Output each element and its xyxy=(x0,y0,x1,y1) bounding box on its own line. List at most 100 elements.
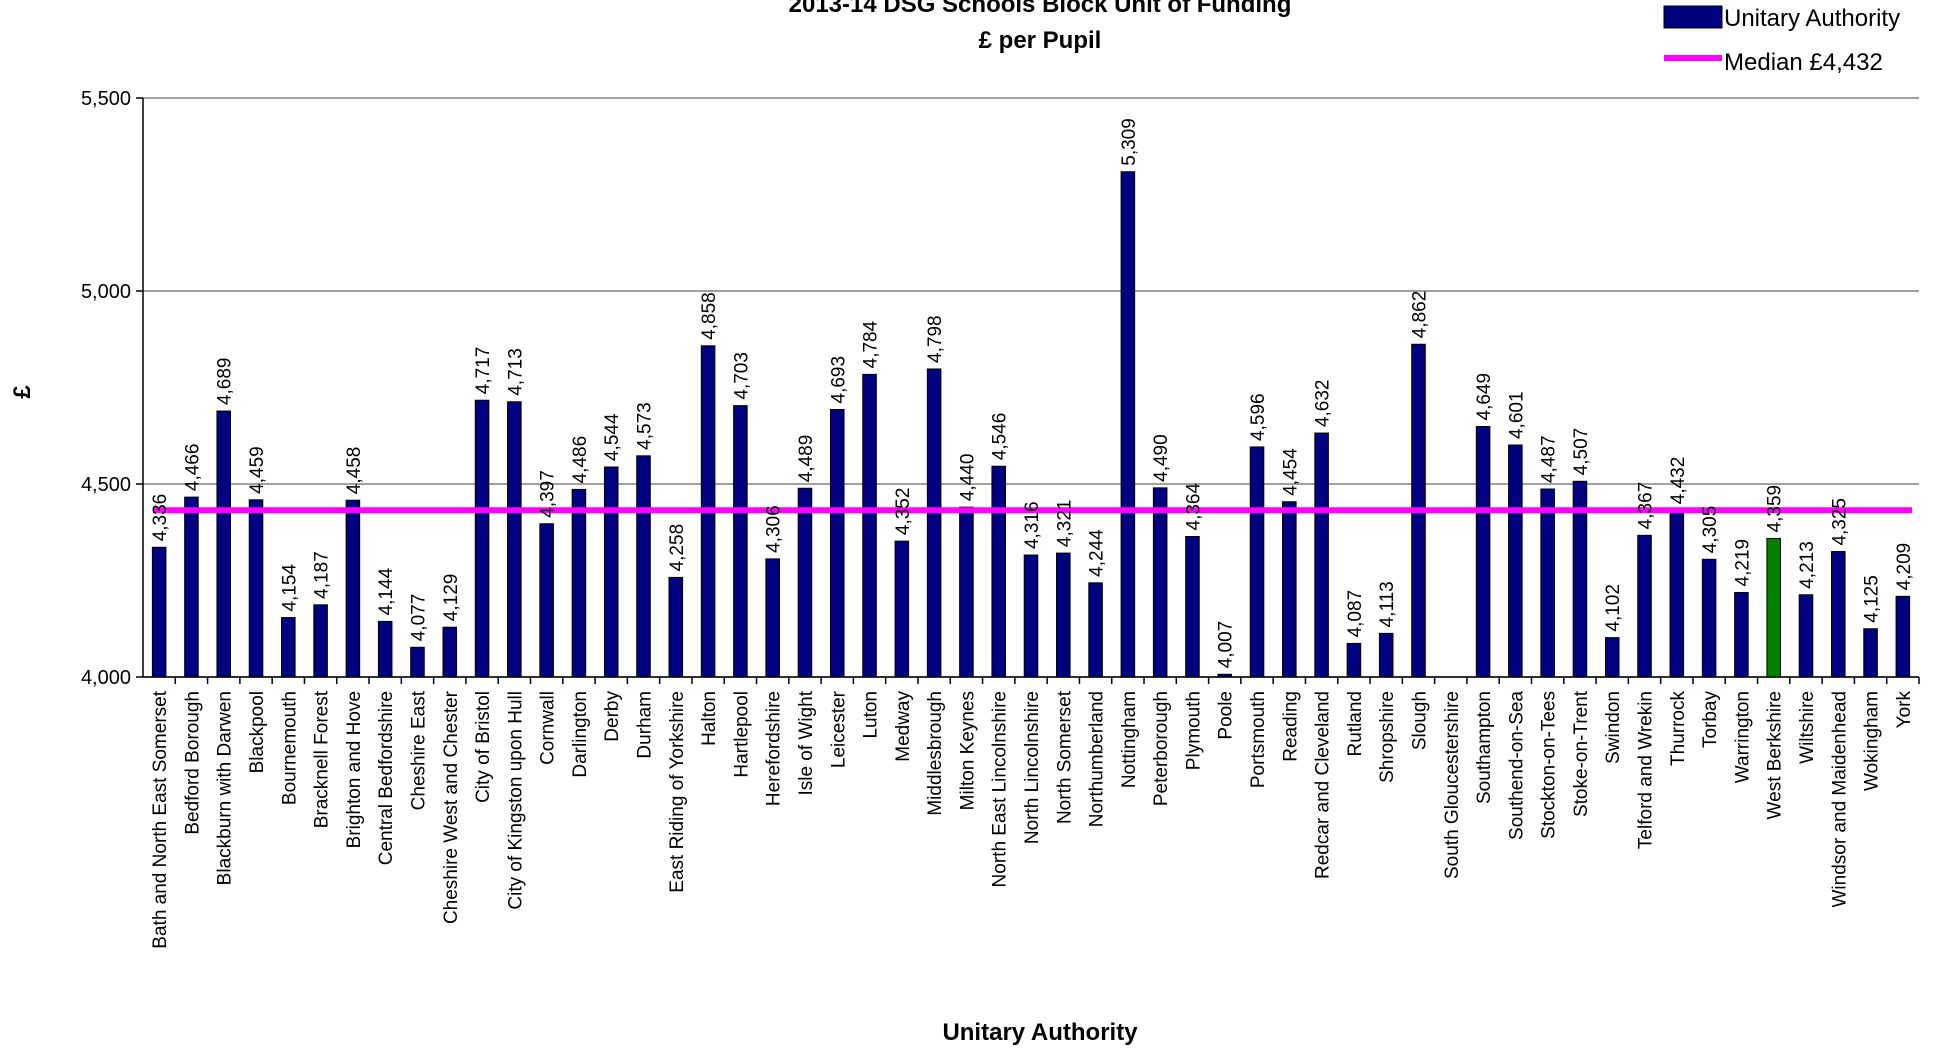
data-label: 4,359 xyxy=(1765,485,1786,533)
x-tick-label: Swindon xyxy=(1603,691,1624,764)
bar xyxy=(894,540,910,678)
data-label: 4,466 xyxy=(182,444,203,492)
data-label: 4,689 xyxy=(215,357,236,405)
x-tick-label: Stockton-on-Tees xyxy=(1539,691,1560,839)
data-label: 4,219 xyxy=(1732,539,1753,587)
bar xyxy=(1508,444,1523,678)
data-label: 4,440 xyxy=(957,454,978,502)
x-tick-label: Halton xyxy=(699,691,720,746)
bar xyxy=(1637,534,1652,678)
data-label: 4,713 xyxy=(505,348,526,396)
bar xyxy=(1088,582,1103,678)
data-label: 4,144 xyxy=(376,567,397,615)
x-tick-label: Torbay xyxy=(1700,691,1721,749)
bar xyxy=(1863,628,1878,678)
bar xyxy=(1249,446,1265,678)
x-tick-label: North East Lincolnshire xyxy=(990,691,1011,887)
x-tick-label: East Riding of Yorkshire xyxy=(667,691,688,893)
bar xyxy=(345,499,361,678)
data-label: 4,546 xyxy=(990,413,1011,461)
x-tick-label: Slough xyxy=(1409,691,1430,750)
data-label: 4,862 xyxy=(1409,291,1430,339)
bar xyxy=(603,466,619,678)
x-tick-label: Portsmouth xyxy=(1248,691,1269,788)
x-tick-label: Middlesbrough xyxy=(925,691,946,816)
data-label: 4,325 xyxy=(1829,498,1850,546)
bar xyxy=(1734,591,1749,678)
bar xyxy=(571,488,587,678)
x-tick-label: City of Bristol xyxy=(473,691,494,803)
data-label: 4,187 xyxy=(312,551,333,599)
bar xyxy=(1798,594,1814,678)
bar xyxy=(959,506,974,678)
bar xyxy=(991,465,1006,678)
data-label: 4,077 xyxy=(408,594,429,642)
data-label: 4,244 xyxy=(1087,529,1108,577)
data-label: 4,209 xyxy=(1894,543,1915,591)
x-tick-label: Nottingham xyxy=(1119,691,1140,788)
x-tick-label: Central Bedfordshire xyxy=(376,691,397,865)
x-tick-label: York xyxy=(1894,691,1915,729)
legend-swatch-unitary-authority xyxy=(1663,5,1723,29)
value-labels: 4,336 4,466 4,689 4,459 4,154 4,187 4,458 4,144… xyxy=(150,118,1915,668)
data-label: 4,258 xyxy=(667,524,688,572)
x-tick-label: Darlington xyxy=(570,691,591,778)
bar xyxy=(1378,632,1394,678)
x-tick-label: Milton Keynes xyxy=(957,691,978,810)
data-label: 4,305 xyxy=(1700,506,1721,554)
data-label: 4,432 xyxy=(1668,457,1689,505)
bar xyxy=(1120,171,1136,678)
bar xyxy=(862,373,877,678)
y-tick-labels: 4,000 4,500 5,000 5,500 xyxy=(81,88,131,689)
bar xyxy=(313,604,328,678)
x-tick-label: Reading xyxy=(1280,691,1301,762)
x-tick-label: South Gloucestershire xyxy=(1442,691,1463,879)
x-tick-label: Poole xyxy=(1216,691,1237,740)
bar xyxy=(184,496,199,678)
x-tick-label: Wokingham xyxy=(1862,691,1883,791)
bar xyxy=(1152,487,1168,678)
bar xyxy=(765,558,780,678)
x-tick-label: Wiltshire xyxy=(1797,691,1818,764)
data-label: 4,213 xyxy=(1797,541,1818,589)
x-tick-label: Stoke-on-Trent xyxy=(1571,690,1592,817)
bar xyxy=(1346,642,1362,678)
data-label: 4,007 xyxy=(1216,621,1237,669)
data-label: 4,632 xyxy=(1313,380,1334,428)
bar xyxy=(1056,552,1071,678)
data-label: 4,367 xyxy=(1636,482,1657,530)
bar xyxy=(1540,488,1555,678)
bar xyxy=(1604,637,1620,678)
data-label: 5,309 xyxy=(1119,118,1140,166)
bar xyxy=(1669,509,1685,678)
x-tick-label: Redcar and Cleveland xyxy=(1313,691,1334,879)
data-label: 4,087 xyxy=(1345,590,1366,638)
bar xyxy=(1282,501,1297,678)
data-label: 4,798 xyxy=(925,315,946,363)
bar xyxy=(442,626,458,678)
data-label: 4,113 xyxy=(1377,581,1398,627)
bar xyxy=(539,523,554,678)
y-tick-label: 4,000 xyxy=(81,667,131,689)
bar xyxy=(1185,535,1200,678)
bar xyxy=(474,399,490,678)
data-label: 4,454 xyxy=(1280,448,1301,496)
bar xyxy=(1023,554,1039,678)
data-label: 4,703 xyxy=(731,352,752,400)
x-tick-label: City of Kingston upon Hull xyxy=(505,691,526,910)
x-tick-label: Cheshire East xyxy=(408,690,429,810)
x-tick-label: Cornwall xyxy=(538,691,559,765)
bar xyxy=(1314,432,1329,678)
x-tick-label: West Berkshire xyxy=(1765,691,1786,819)
bar xyxy=(1830,551,1846,678)
x-tick-label: Windsor and Maidenhead xyxy=(1829,691,1850,908)
x-tick-label: Bath and North East Somerset xyxy=(150,690,171,948)
bar xyxy=(216,410,232,678)
x-tick-label: Durham xyxy=(635,691,656,759)
bar xyxy=(248,499,264,678)
x-tick-label: Bournemouth xyxy=(279,691,300,805)
data-label: 4,649 xyxy=(1474,373,1495,421)
data-label: 4,125 xyxy=(1862,575,1883,623)
data-label: 4,601 xyxy=(1506,391,1527,439)
